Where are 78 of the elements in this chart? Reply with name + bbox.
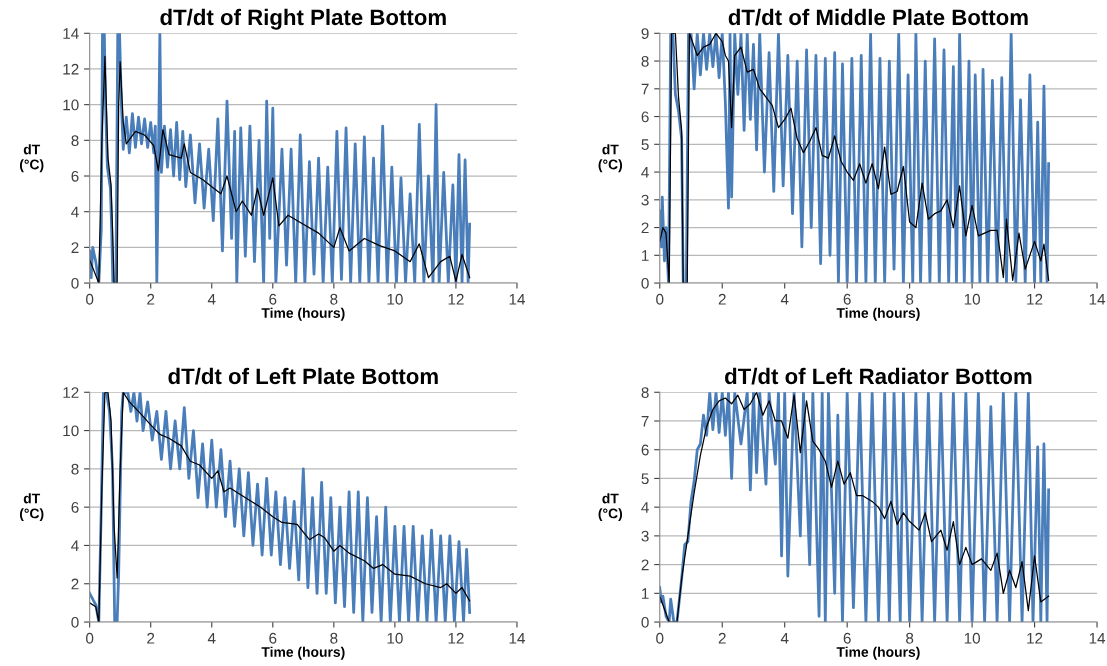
y-tick-label: 6 xyxy=(71,170,79,182)
x-tick-label: 6 xyxy=(843,293,851,305)
chart-title: dT/dt of Middle Plate Bottom xyxy=(728,8,1028,26)
x-axis-title: Time (hours) xyxy=(261,307,345,321)
y-tick-label: 0 xyxy=(641,277,649,289)
x-tick-label: 8 xyxy=(906,632,914,644)
x-tick-label: 6 xyxy=(269,632,277,644)
y-tick-label: 12 xyxy=(63,387,79,398)
y-tick-label: 1 xyxy=(642,250,649,261)
x-tick-label: 8 xyxy=(330,632,338,644)
x-tick-label: 0 xyxy=(86,293,94,305)
y-tick-label: 9 xyxy=(641,28,649,39)
y-tick-label: 3 xyxy=(641,530,649,542)
y-axis-title: dT (°C) xyxy=(19,493,44,522)
x-tick-label: 8 xyxy=(906,293,914,305)
x-axis-title: Time (hours) xyxy=(836,646,920,660)
chart-title: dT/dt of Left Radiator Bottom xyxy=(725,367,1032,385)
y-tick-label: 4 xyxy=(71,540,79,551)
x-tick-label: 12 xyxy=(1027,293,1043,305)
y-tick-label: 0 xyxy=(71,616,79,628)
x-tick-label: 12 xyxy=(448,632,464,644)
x-tick-label: 0 xyxy=(86,632,94,644)
y-tick-label: 8 xyxy=(71,463,79,475)
y-tick-label: 2 xyxy=(71,578,79,590)
chart-title: dT/dt of Right Plate Bottom xyxy=(160,8,446,30)
y-tick-label: 7 xyxy=(641,83,649,95)
x-tick-label: 4 xyxy=(207,633,216,644)
x-tick-label: 14 xyxy=(509,294,526,305)
x-tick-label: 6 xyxy=(269,293,277,305)
y-tick-label: 8 xyxy=(71,135,79,147)
chart-title: dT/dt of Left Plate Bottom xyxy=(168,367,438,385)
y-tick-label: 4 xyxy=(641,167,649,178)
x-tick-label: 14 xyxy=(1089,294,1106,305)
x-tick-label: 14 xyxy=(509,633,526,644)
y-tick-label: 10 xyxy=(63,99,79,111)
y-tick-label: 4 xyxy=(71,206,79,218)
x-tick-label: 2 xyxy=(718,632,726,644)
y-tick-label: 14 xyxy=(63,28,79,39)
x-tick-label: 0 xyxy=(656,293,664,305)
x-axis-title: Time (hours) xyxy=(261,646,345,660)
y-tick-label: 1 xyxy=(642,588,649,599)
y-tick-label: 0 xyxy=(641,616,649,628)
x-tick-label: 2 xyxy=(718,293,726,305)
x-tick-label: 10 xyxy=(964,293,980,305)
y-tick-label: 8 xyxy=(641,55,649,67)
x-tick-label: 12 xyxy=(1027,632,1043,644)
x-tick-label: 14 xyxy=(1089,633,1106,644)
x-tick-label: 8 xyxy=(330,293,338,305)
y-tick-label: 6 xyxy=(641,111,649,123)
y-tick-label: 6 xyxy=(71,502,79,513)
y-tick-label: 7 xyxy=(641,416,649,427)
x-tick-label: 4 xyxy=(207,294,216,305)
y-tick-label: 12 xyxy=(63,63,79,75)
x-tick-label: 10 xyxy=(964,632,980,644)
y-tick-label: 2 xyxy=(641,222,649,234)
x-tick-label: 10 xyxy=(387,632,403,644)
x-axis-title: Time (hours) xyxy=(836,307,920,321)
x-tick-label: 10 xyxy=(387,293,403,305)
x-tick-label: 2 xyxy=(147,293,155,305)
y-tick-label: 2 xyxy=(641,559,649,571)
y-tick-label: 5 xyxy=(641,139,649,150)
y-tick-label: 3 xyxy=(641,194,649,206)
x-tick-label: 12 xyxy=(448,293,464,305)
y-axis-title: dT (°C) xyxy=(19,144,44,173)
y-axis-title: dT (°C) xyxy=(598,144,623,173)
y-tick-label: 6 xyxy=(641,444,649,456)
x-tick-label: 4 xyxy=(780,294,789,305)
y-tick-label: 5 xyxy=(641,473,649,485)
y-tick-label: 0 xyxy=(71,277,79,289)
x-tick-label: 6 xyxy=(843,632,851,644)
y-tick-label: 8 xyxy=(641,387,649,398)
y-tick-label: 2 xyxy=(71,242,79,253)
x-tick-label: 4 xyxy=(780,633,789,644)
x-tick-label: 0 xyxy=(656,632,664,644)
x-tick-label: 2 xyxy=(147,632,155,644)
y-tick-label: 10 xyxy=(63,425,79,437)
y-tick-label: 4 xyxy=(641,502,649,513)
y-axis-title: dT (°C) xyxy=(598,493,623,522)
